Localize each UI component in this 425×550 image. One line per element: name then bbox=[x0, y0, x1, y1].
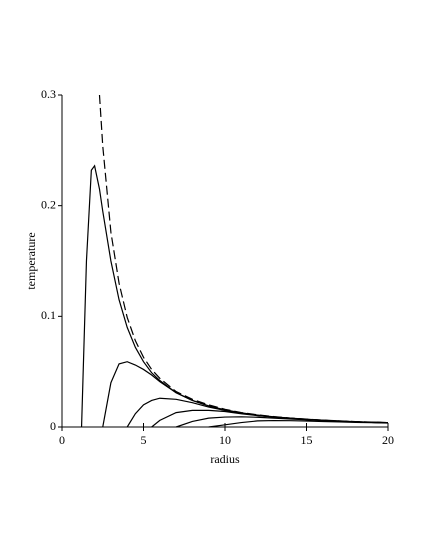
series-line bbox=[208, 419, 389, 428]
x-tick-label: 5 bbox=[141, 433, 147, 447]
series-line bbox=[80, 164, 389, 428]
x-tick-label: 20 bbox=[382, 433, 394, 447]
y-tick-label: 0 bbox=[50, 419, 56, 433]
y-axis-label: temperature bbox=[24, 232, 38, 289]
series-line bbox=[151, 409, 389, 428]
y-tick-label: 0.3 bbox=[41, 87, 56, 101]
x-axis-label: radius bbox=[210, 452, 240, 466]
x-tick-label: 15 bbox=[301, 433, 313, 447]
x-tick-label: 10 bbox=[219, 433, 231, 447]
x-tick-label: 0 bbox=[59, 433, 65, 447]
y-tick-label: 0.2 bbox=[41, 197, 56, 211]
y-tick-label: 0.1 bbox=[41, 308, 56, 322]
series-line bbox=[98, 94, 389, 424]
